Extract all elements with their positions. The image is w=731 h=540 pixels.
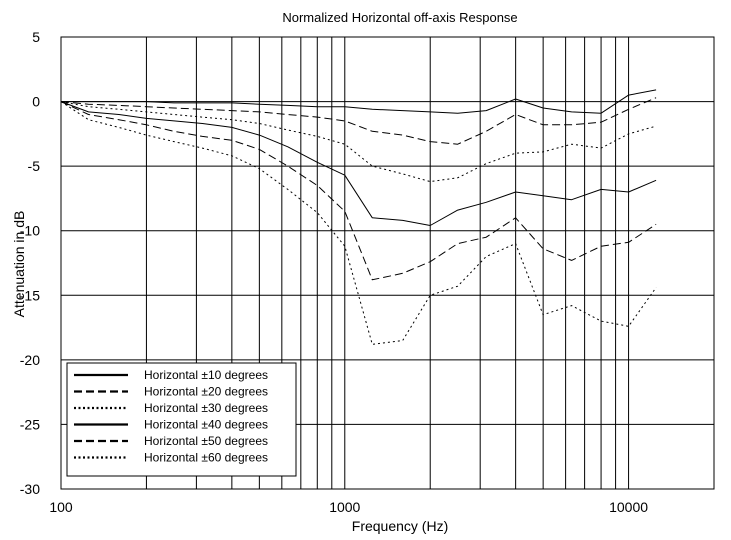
x-tick-label: 10000: [609, 499, 648, 515]
y-tick-label: -10: [20, 223, 40, 239]
series-line-3: [60, 101, 657, 183]
legend-box: [66, 362, 297, 477]
legend-label: Horizontal ±40 degrees: [144, 418, 268, 432]
series-line-4: [60, 101, 657, 226]
x-axis-label: Frequency (Hz): [352, 518, 448, 534]
legend-label: Horizontal ±10 degrees: [144, 368, 268, 382]
series-line-6: [60, 101, 657, 345]
legend-label: Horizontal ±60 degrees: [144, 451, 268, 465]
y-tick-label: -20: [20, 352, 40, 368]
y-tick-label: 0: [32, 94, 40, 110]
x-tick-label: 100: [49, 499, 73, 515]
legend-label: Horizontal ±50 degrees: [144, 434, 268, 448]
x-ticks: 100 1000 10000: [49, 499, 648, 515]
series-line-1: [61, 89, 657, 114]
series-group: [60, 89, 657, 345]
series-line-2: [60, 97, 657, 145]
y-tick-label: -5: [28, 158, 41, 174]
plot-frame: [60, 36, 715, 490]
y-axis-label: Attenuation in dB: [11, 211, 27, 318]
y-tick-label: 5: [32, 29, 40, 45]
legend-label: Horizontal ±30 degrees: [144, 401, 268, 415]
series-line-5: [60, 101, 657, 281]
legend: Horizontal ±10 degrees Horizontal ±20 deg…: [66, 362, 297, 477]
legend-label: Horizontal ±20 degrees: [144, 385, 268, 399]
y-tick-label: -25: [20, 416, 40, 432]
y-tick-label: -30: [20, 481, 40, 497]
y-ticks: 5 0 -5 -10 -15 -20 -25 -30: [20, 29, 40, 497]
y-tick-label: -15: [20, 287, 40, 303]
chart-title: Normalized Horizontal off-axis Response: [282, 10, 517, 25]
x-tick-label: 1000: [329, 499, 360, 515]
